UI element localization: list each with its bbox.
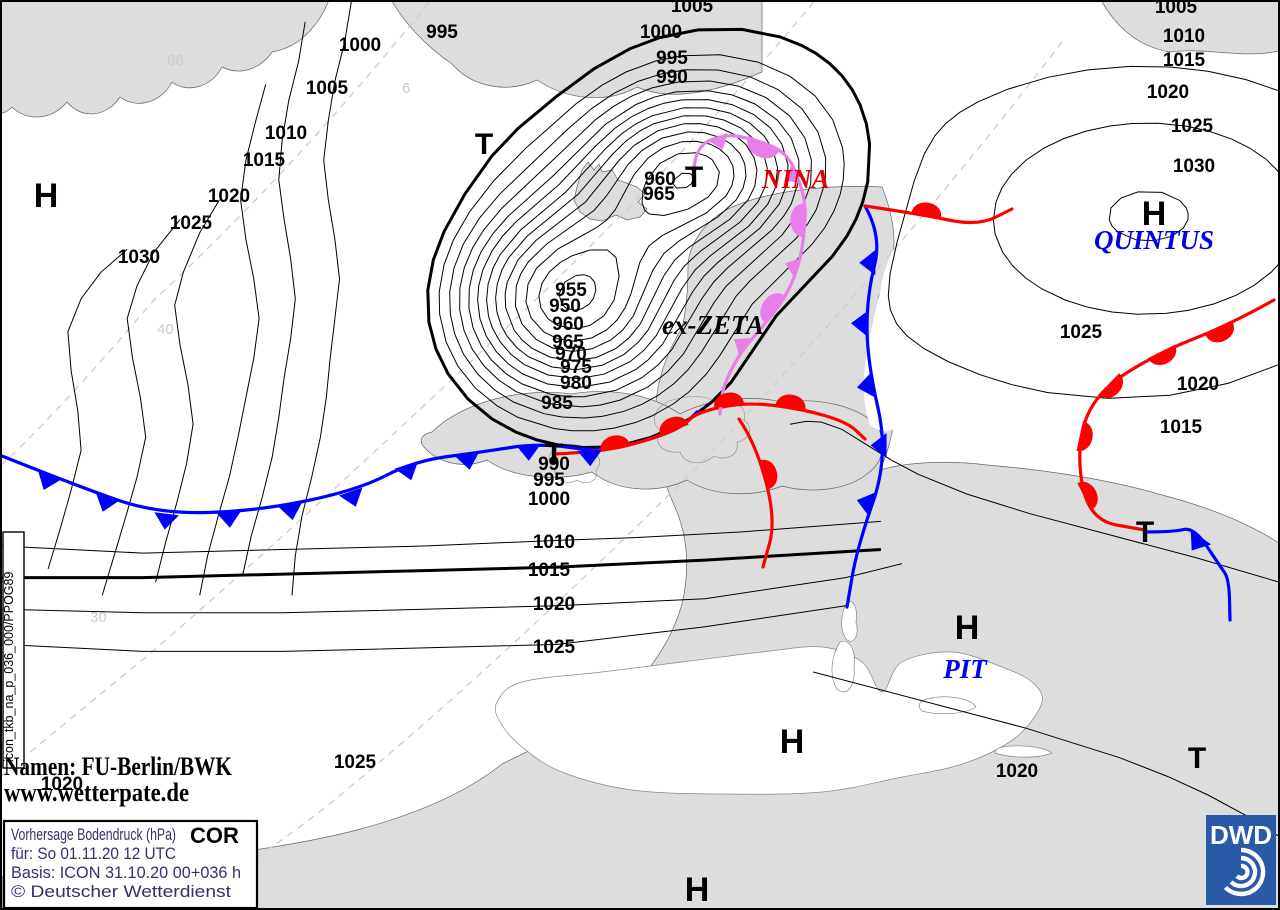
svg-text:1015: 1015 [528, 560, 571, 581]
svg-text:1005: 1005 [306, 78, 349, 99]
svg-text:1020: 1020 [1177, 374, 1219, 395]
svg-text:NINA: NINA [761, 164, 830, 194]
svg-text:990: 990 [656, 67, 688, 88]
svg-text:QUINTUS: QUINTUS [1094, 225, 1214, 255]
svg-text:1000: 1000 [640, 22, 682, 43]
svg-text:Namen: FU-Berlin/BWK: Namen: FU-Berlin/BWK [4, 752, 233, 781]
svg-text:Basis: ICON 31.10.20 00+036 h: Basis: ICON 31.10.20 00+036 h [11, 863, 241, 882]
svg-text:1030: 1030 [118, 247, 160, 268]
svg-text:66: 66 [167, 52, 184, 69]
svg-text:1015: 1015 [243, 150, 286, 171]
svg-text:COR: COR [190, 823, 239, 848]
svg-text:1005: 1005 [671, 2, 714, 17]
svg-text:1030: 1030 [1173, 156, 1215, 177]
svg-text:1015: 1015 [1160, 417, 1203, 438]
svg-text:1025: 1025 [1060, 322, 1103, 343]
svg-text:1020: 1020 [1147, 82, 1189, 103]
svg-text:H: H [34, 177, 59, 215]
svg-text:H: H [955, 609, 980, 647]
svg-text:6: 6 [402, 80, 410, 97]
svg-text:1020: 1020 [996, 761, 1038, 782]
svg-text:1015: 1015 [1163, 50, 1206, 71]
svg-text:1005: 1005 [1155, 2, 1198, 18]
svg-text:995: 995 [426, 22, 458, 43]
svg-text:1010: 1010 [533, 532, 575, 553]
svg-text:T: T [685, 161, 703, 194]
svg-text:1020: 1020 [533, 594, 575, 615]
svg-text:1025: 1025 [533, 637, 576, 658]
svg-text:1025: 1025 [334, 752, 377, 773]
svg-text:H: H [685, 871, 710, 909]
svg-text:995: 995 [533, 470, 565, 491]
svg-text:40: 40 [157, 321, 174, 338]
svg-text:1010: 1010 [1163, 26, 1205, 47]
svg-text:995: 995 [656, 48, 688, 69]
svg-text:1000: 1000 [528, 489, 570, 510]
svg-text:985: 985 [541, 393, 573, 414]
svg-text:ex-ZETA: ex-ZETA [662, 310, 764, 340]
svg-text:T: T [1136, 516, 1154, 549]
svg-text:für: So 01.11.20 12 UTC: für: So 01.11.20 12 UTC [11, 844, 176, 863]
svg-text:Vorhersage Bodendruck (hPa): Vorhersage Bodendruck (hPa) [11, 825, 176, 844]
svg-text:H: H [780, 723, 805, 761]
svg-text:1025: 1025 [1171, 116, 1214, 137]
svg-text:PIT: PIT [942, 654, 988, 684]
svg-text:1020: 1020 [208, 186, 250, 207]
svg-text:© Deutscher Wetterdienst: © Deutscher Wetterdienst [11, 882, 231, 901]
svg-text:1025: 1025 [170, 213, 213, 234]
svg-text:980: 980 [560, 373, 592, 394]
svg-text:DWD: DWD [1210, 820, 1272, 850]
svg-text:T: T [475, 128, 493, 161]
svg-text:T: T [1188, 742, 1206, 775]
svg-text:1000: 1000 [339, 35, 381, 56]
svg-text:icon_tkb_na_p_036_000/PPOG89: icon_tkb_na_p_036_000/PPOG89 [2, 572, 16, 762]
svg-text:1010: 1010 [265, 123, 307, 144]
svg-text:www.wetterpate.de: www.wetterpate.de [4, 778, 189, 807]
svg-text:965: 965 [643, 184, 675, 205]
svg-text:T: T [545, 438, 563, 471]
